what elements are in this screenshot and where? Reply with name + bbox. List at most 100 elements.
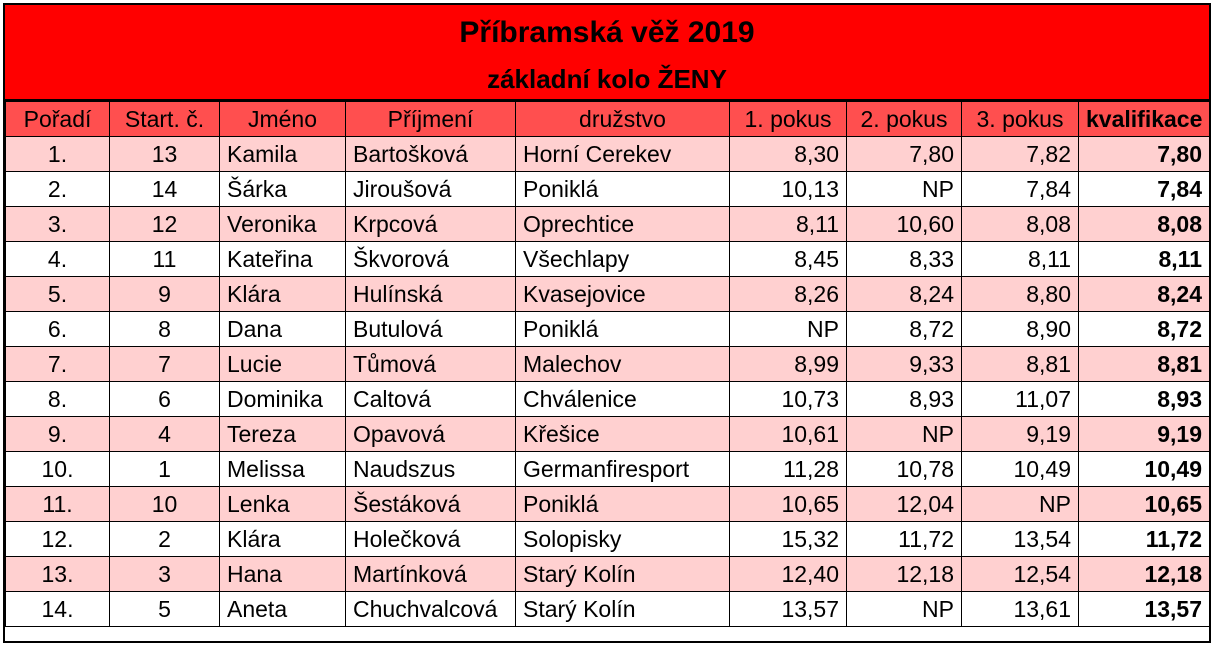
cell-attempt-3: 11,07 (961, 381, 1079, 417)
cell-qualification-time: 10,65 (1078, 486, 1210, 522)
cell-first-name: Klára (219, 521, 346, 557)
cell-attempt-2: 10,60 (846, 206, 962, 242)
cell-qualification-time: 11,72 (1078, 521, 1210, 557)
page-title: Příbramská věž 2019 (459, 16, 755, 49)
cell-start-number: 13 (109, 136, 220, 172)
cell-first-name: Kamila (219, 136, 346, 172)
cell-attempt-1: 8,99 (729, 346, 847, 382)
table-row: 10. 1 Melissa Naudszus Germanfiresport 11,28 1… (5, 451, 1210, 487)
cell-rank: 3. (5, 206, 110, 242)
table-row: 14. 5 Aneta Chuchvalcová Starý Kolín 13,57 NP 1… (5, 591, 1210, 627)
cell-last-name: Krpcová (345, 206, 516, 242)
header-pokus-2: 2. pokus (846, 101, 962, 137)
results-sheet: Příbramská věž 2019 základní kolo ŽENY P… (3, 3, 1211, 643)
cell-first-name: Lenka (219, 486, 346, 522)
header-poradi: Pořadí (5, 101, 110, 137)
cell-last-name: Naudszus (345, 451, 516, 487)
cell-qualification-time: 8,93 (1078, 381, 1210, 417)
cell-attempt-2: NP (846, 416, 962, 452)
cell-attempt-3: 8,81 (961, 346, 1079, 382)
cell-attempt-2: 8,33 (846, 241, 962, 277)
cell-rank: 11. (5, 486, 110, 522)
table-row: 8. 6 Dominika Caltová Chválenice 10,73 8,93 11,… (5, 381, 1210, 417)
cell-start-number: 12 (109, 206, 220, 242)
cell-team: Horní Cerekev (515, 136, 730, 172)
cell-attempt-2: 12,04 (846, 486, 962, 522)
cell-start-number: 6 (109, 381, 220, 417)
table-row: 2. 14 Šárka Jiroušová Poniklá 10,13 NP 7,84 7,84 (5, 171, 1210, 207)
table-row: 13. 3 Hana Martínková Starý Kolín 12,40 12,18 1… (5, 556, 1210, 592)
cell-start-number: 8 (109, 311, 220, 347)
header-pokus-3: 3. pokus (961, 101, 1079, 137)
cell-attempt-1: 10,13 (729, 171, 847, 207)
cell-team: Starý Kolín (515, 591, 730, 627)
cell-attempt-1: 8,11 (729, 206, 847, 242)
cell-last-name: Hulínská (345, 276, 516, 312)
cell-first-name: Šárka (219, 171, 346, 207)
cell-team: Germanfiresport (515, 451, 730, 487)
cell-attempt-2: NP (846, 171, 962, 207)
cell-qualification-time: 7,84 (1078, 171, 1210, 207)
cell-attempt-1: 8,30 (729, 136, 847, 172)
cell-attempt-3: 7,82 (961, 136, 1079, 172)
cell-last-name: Chuchvalcová (345, 591, 516, 627)
cell-attempt-2: 12,18 (846, 556, 962, 592)
table-row: 11. 10 Lenka Šestáková Poniklá 10,65 12,04 NP 10… (5, 486, 1210, 522)
cell-start-number: 10 (109, 486, 220, 522)
cell-rank: 13. (5, 556, 110, 592)
cell-last-name: Holečková (345, 521, 516, 557)
cell-team: Oprechtice (515, 206, 730, 242)
cell-qualification-time: 12,18 (1078, 556, 1210, 592)
cell-last-name: Martínková (345, 556, 516, 592)
table-row: 4. 11 Kateřina Škvorová Všechlapy 8,45 8,33 8,1… (5, 241, 1210, 277)
cell-attempt-2: 8,93 (846, 381, 962, 417)
cell-last-name: Opavová (345, 416, 516, 452)
cell-start-number: 9 (109, 276, 220, 312)
cell-qualification-time: 13,57 (1078, 591, 1210, 627)
table-row: 7. 7 Lucie Tůmová Malechov 8,99 9,33 8,81 8,81 (5, 346, 1210, 382)
results-table: Pořadí Start. č. Jméno Příjmení družstvo… (5, 101, 1210, 627)
cell-rank: 14. (5, 591, 110, 627)
cell-start-number: 5 (109, 591, 220, 627)
cell-team: Poniklá (515, 311, 730, 347)
cell-team: Poniklá (515, 486, 730, 522)
cell-start-number: 7 (109, 346, 220, 382)
cell-attempt-2: 8,72 (846, 311, 962, 347)
cell-start-number: 2 (109, 521, 220, 557)
cell-attempt-1: 12,40 (729, 556, 847, 592)
header-druzstvo: družstvo (515, 101, 730, 137)
cell-team: Malechov (515, 346, 730, 382)
cell-rank: 4. (5, 241, 110, 277)
cell-qualification-time: 8,24 (1078, 276, 1210, 312)
cell-attempt-2: 10,78 (846, 451, 962, 487)
cell-last-name: Tůmová (345, 346, 516, 382)
cell-first-name: Dana (219, 311, 346, 347)
cell-rank: 9. (5, 416, 110, 452)
cell-attempt-3: 13,54 (961, 521, 1079, 557)
cell-first-name: Klára (219, 276, 346, 312)
cell-start-number: 4 (109, 416, 220, 452)
cell-attempt-3: 12,54 (961, 556, 1079, 592)
cell-attempt-2: 9,33 (846, 346, 962, 382)
header-jmeno: Jméno (219, 101, 346, 137)
page-subtitle: základní kolo ŽENY (487, 64, 727, 94)
cell-first-name: Hana (219, 556, 346, 592)
table-row: 9. 4 Tereza Opavová Křešice 10,61 NP 9,19 9,19 (5, 416, 1210, 452)
cell-last-name: Šestáková (345, 486, 516, 522)
cell-attempt-3: 8,80 (961, 276, 1079, 312)
table-row: 12. 2 Klára Holečková Solopisky 15,32 11,72 13,… (5, 521, 1210, 557)
cell-last-name: Butulová (345, 311, 516, 347)
cell-start-number: 3 (109, 556, 220, 592)
cell-attempt-3: 8,08 (961, 206, 1079, 242)
cell-team: Kvasejovice (515, 276, 730, 312)
header-start-cislo: Start. č. (109, 101, 220, 137)
cell-attempt-1: NP (729, 311, 847, 347)
cell-rank: 1. (5, 136, 110, 172)
cell-rank: 7. (5, 346, 110, 382)
cell-first-name: Dominika (219, 381, 346, 417)
cell-qualification-time: 8,81 (1078, 346, 1210, 382)
header-kvalifikace: kvalifikace (1078, 101, 1210, 137)
cell-attempt-2: 11,72 (846, 521, 962, 557)
cell-attempt-1: 8,45 (729, 241, 847, 277)
cell-attempt-1: 10,61 (729, 416, 847, 452)
